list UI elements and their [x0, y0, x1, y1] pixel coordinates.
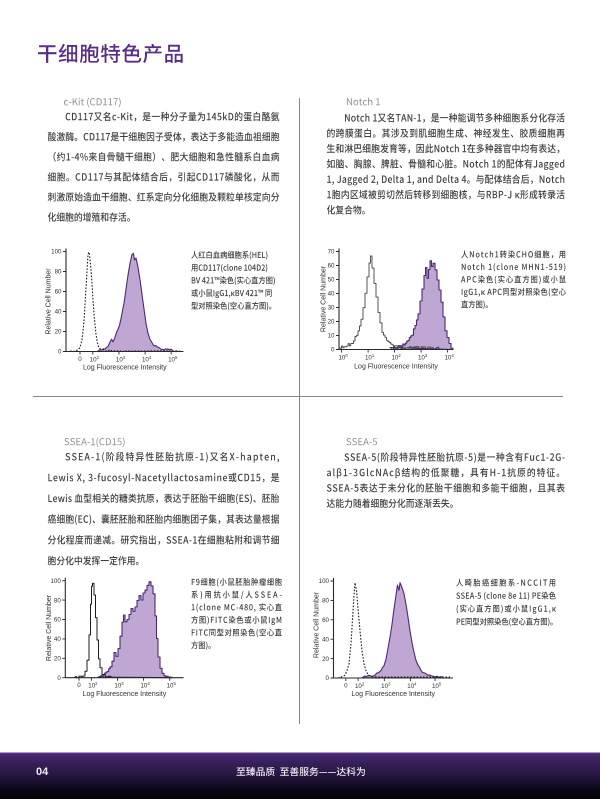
- svg-text:30: 30: [328, 305, 335, 312]
- svg-text:105: 105: [167, 681, 177, 690]
- svg-text:0: 0: [78, 356, 82, 363]
- svg-text:0: 0: [57, 675, 61, 682]
- svg-text:0: 0: [58, 349, 62, 356]
- svg-text:100: 100: [319, 578, 330, 585]
- svg-text:0: 0: [326, 675, 330, 682]
- svg-text:102: 102: [90, 355, 100, 364]
- svg-text:Log Fluorescence Intensity: Log Fluorescence Intensity: [351, 691, 435, 698]
- svg-text:20: 20: [322, 656, 329, 663]
- svg-text:10: 10: [328, 333, 335, 340]
- svg-text:0: 0: [331, 347, 335, 354]
- svg-text:20: 20: [54, 656, 61, 663]
- svg-text:105: 105: [432, 681, 442, 690]
- svg-text:40: 40: [55, 309, 62, 316]
- svg-text:104: 104: [142, 355, 152, 364]
- svg-text:0: 0: [344, 683, 348, 690]
- svg-text:80: 80: [322, 598, 329, 605]
- svg-text:100: 100: [51, 249, 62, 256]
- svg-text:102: 102: [88, 681, 98, 690]
- svg-text:04: 04: [36, 766, 49, 778]
- svg-text:100: 100: [50, 578, 61, 585]
- svg-text:70: 70: [328, 249, 335, 256]
- svg-text:40: 40: [328, 291, 335, 298]
- svg-text:20: 20: [55, 329, 62, 336]
- svg-text:103: 103: [114, 681, 124, 690]
- svg-text:Relative Cell Number: Relative Cell Number: [321, 265, 328, 332]
- svg-text:103: 103: [116, 355, 126, 364]
- svg-text:104: 104: [407, 681, 417, 690]
- svg-text:104: 104: [444, 353, 454, 362]
- svg-text:40: 40: [54, 636, 61, 643]
- svg-text:103: 103: [381, 681, 391, 690]
- svg-text:100: 100: [338, 353, 348, 362]
- svg-text:104: 104: [140, 681, 150, 690]
- svg-text:60: 60: [54, 617, 61, 624]
- svg-text:101: 101: [365, 353, 375, 362]
- svg-text:Log Fluorescence Intensity: Log Fluorescence Intensity: [83, 691, 167, 698]
- svg-text:60: 60: [328, 263, 335, 270]
- svg-text:Log Fluorescence Intensity: Log Fluorescence Intensity: [354, 364, 438, 371]
- svg-text:103: 103: [418, 353, 428, 362]
- svg-text:80: 80: [55, 269, 62, 276]
- svg-text:102: 102: [355, 681, 365, 690]
- svg-text:60: 60: [322, 617, 329, 624]
- svg-text:80: 80: [54, 597, 61, 604]
- svg-text:50: 50: [328, 277, 335, 284]
- svg-text:102: 102: [391, 353, 401, 362]
- svg-text:20: 20: [328, 319, 335, 326]
- svg-text:Log Fluorescence Intensity: Log Fluorescence Intensity: [83, 364, 167, 371]
- svg-text:60: 60: [55, 289, 62, 296]
- svg-text:Relative Cell Number: Relative Cell Number: [46, 268, 53, 335]
- svg-text:Relative Cell Number: Relative Cell Number: [314, 591, 321, 658]
- svg-text:0: 0: [77, 682, 81, 689]
- svg-text:105: 105: [168, 355, 178, 364]
- svg-text:Relative Cell Number: Relative Cell Number: [46, 594, 53, 661]
- svg-text:40: 40: [322, 636, 329, 643]
